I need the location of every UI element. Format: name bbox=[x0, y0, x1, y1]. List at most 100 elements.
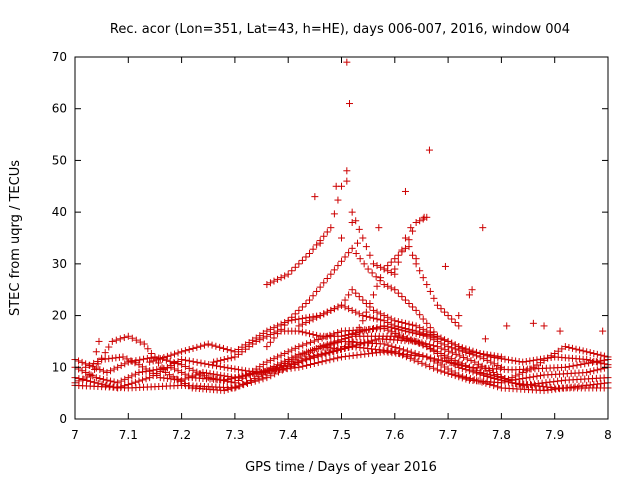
data-point bbox=[402, 353, 410, 361]
data-point bbox=[540, 355, 548, 363]
data-point bbox=[200, 341, 208, 349]
data-point bbox=[162, 368, 170, 376]
data-point bbox=[501, 377, 509, 385]
data-point bbox=[96, 374, 104, 382]
data-point bbox=[593, 366, 601, 374]
data-point bbox=[352, 217, 360, 225]
data-point bbox=[401, 327, 409, 335]
data-point bbox=[143, 354, 151, 362]
data-point bbox=[170, 358, 178, 366]
data-point bbox=[323, 228, 331, 236]
data-point bbox=[438, 357, 446, 365]
data-point bbox=[323, 275, 331, 283]
data-point bbox=[476, 353, 484, 361]
data-point bbox=[451, 345, 459, 353]
data-point bbox=[94, 379, 102, 387]
data-point bbox=[99, 375, 107, 383]
data-point bbox=[188, 372, 196, 380]
data-point bbox=[224, 355, 232, 363]
data-point bbox=[320, 232, 328, 240]
data-point bbox=[444, 353, 452, 361]
data-point bbox=[320, 279, 328, 287]
data-point bbox=[201, 360, 209, 368]
data-point bbox=[409, 251, 417, 259]
data-point bbox=[483, 370, 491, 378]
data-point bbox=[415, 351, 423, 359]
data-point bbox=[409, 227, 417, 235]
data-point bbox=[110, 383, 118, 391]
data-point bbox=[334, 354, 342, 362]
data-point bbox=[291, 310, 299, 318]
data-point bbox=[387, 258, 395, 266]
data-markers bbox=[71, 58, 612, 395]
data-point bbox=[313, 313, 321, 321]
data-point bbox=[263, 358, 271, 366]
data-point bbox=[444, 365, 452, 373]
data-point bbox=[494, 362, 502, 370]
data-point bbox=[490, 360, 498, 368]
data-point bbox=[434, 356, 442, 364]
data-point bbox=[462, 362, 470, 370]
data-point bbox=[117, 383, 125, 391]
data-point bbox=[343, 167, 351, 175]
data-point bbox=[476, 368, 484, 376]
data-point bbox=[467, 357, 475, 365]
data-point bbox=[419, 215, 427, 223]
data-point bbox=[396, 331, 404, 339]
data-point bbox=[586, 349, 594, 357]
data-point bbox=[299, 341, 307, 349]
data-point bbox=[377, 263, 385, 271]
data-point bbox=[430, 346, 438, 354]
data-point bbox=[174, 367, 182, 375]
data-point bbox=[92, 374, 100, 382]
data-point bbox=[181, 347, 189, 355]
data-point bbox=[515, 358, 523, 366]
data-point bbox=[123, 355, 131, 363]
data-point bbox=[399, 351, 407, 359]
data-point bbox=[128, 379, 136, 387]
data-point bbox=[185, 346, 193, 354]
data-point bbox=[310, 360, 318, 368]
data-point bbox=[403, 347, 411, 355]
data-point bbox=[568, 344, 576, 352]
data-point bbox=[437, 339, 445, 347]
data-point bbox=[508, 356, 516, 364]
data-point bbox=[156, 368, 164, 376]
data-point bbox=[252, 368, 260, 376]
data-point bbox=[423, 353, 431, 361]
data-point bbox=[295, 343, 303, 351]
data-point bbox=[473, 367, 481, 375]
data-point bbox=[345, 305, 353, 313]
data-point bbox=[204, 340, 212, 348]
data-point bbox=[411, 349, 419, 357]
x-tick-label: 7.9 bbox=[545, 428, 564, 442]
data-point bbox=[310, 346, 318, 354]
data-point bbox=[165, 371, 173, 379]
data-point bbox=[284, 348, 292, 356]
data-point bbox=[153, 371, 161, 379]
data-point bbox=[302, 318, 310, 326]
data-point bbox=[181, 356, 189, 364]
data-point bbox=[455, 322, 463, 330]
data-point bbox=[398, 248, 406, 256]
data-point bbox=[112, 336, 120, 344]
data-point bbox=[75, 377, 83, 385]
data-point bbox=[299, 349, 307, 357]
data-point bbox=[505, 375, 513, 383]
data-point bbox=[334, 303, 342, 311]
data-point bbox=[380, 281, 388, 289]
data-point bbox=[593, 350, 601, 358]
data-point bbox=[430, 357, 438, 365]
data-point bbox=[384, 323, 392, 331]
data-point bbox=[302, 300, 310, 308]
data-point bbox=[455, 371, 463, 379]
data-point bbox=[330, 210, 338, 218]
data-point bbox=[391, 348, 399, 356]
data-point bbox=[441, 308, 449, 316]
data-point bbox=[232, 383, 240, 391]
data-point bbox=[445, 347, 453, 355]
data-point bbox=[473, 352, 481, 360]
data-point bbox=[423, 332, 431, 340]
data-point bbox=[355, 328, 363, 336]
